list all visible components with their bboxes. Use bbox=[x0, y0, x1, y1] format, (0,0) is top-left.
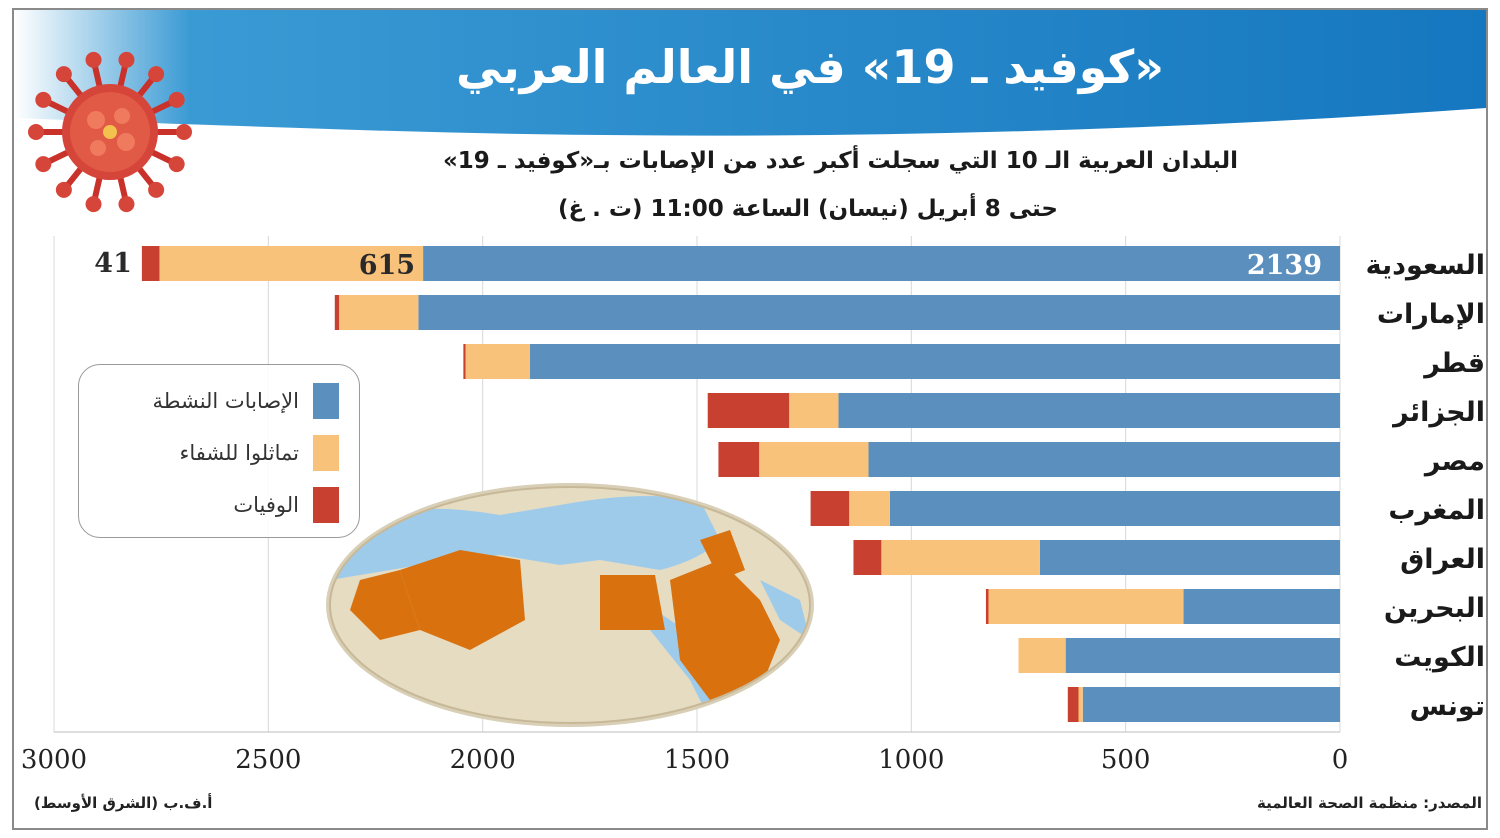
bar-recovered bbox=[339, 295, 419, 330]
subtitle-line-1: البلدان العربية الـ 10 التي سجلت أكبر عد… bbox=[442, 148, 1238, 174]
credit-note: أ.ف.ب (الشرق الأوسط) bbox=[34, 794, 213, 812]
bar-active bbox=[529, 344, 1340, 379]
legend-label-active: الإصابات النشطة bbox=[152, 389, 299, 413]
bar-recovered bbox=[881, 540, 1040, 575]
data-label-recovered: 615 bbox=[359, 250, 415, 281]
bar-active bbox=[1065, 638, 1340, 673]
category-label: الجزائر bbox=[1391, 397, 1485, 428]
virus-spike-tip bbox=[85, 51, 102, 68]
legend-label-recovered: تماثلوا للشفاء bbox=[179, 441, 299, 465]
bar-recovered bbox=[988, 589, 1184, 624]
bar-deaths bbox=[985, 589, 989, 624]
bar-recovered bbox=[159, 246, 424, 281]
bar-recovered bbox=[1078, 687, 1083, 722]
chart-legend: الإصابات النشطة تماثلوا للشفاء الوفيات bbox=[78, 364, 360, 538]
bar-recovered bbox=[849, 491, 890, 526]
bar-deaths bbox=[707, 393, 790, 428]
header-band bbox=[14, 10, 1486, 136]
virus-icon bbox=[28, 51, 192, 213]
legend-item-deaths: الوفيات bbox=[233, 487, 339, 523]
virus-spike-tip bbox=[35, 91, 52, 108]
x-tick-label: 1000 bbox=[878, 745, 944, 775]
x-tick-label: 2500 bbox=[235, 745, 301, 775]
x-axis-ticks: 0 500 1000 1500 2000 2500 3000 bbox=[21, 745, 1348, 775]
bar-deaths bbox=[141, 246, 160, 281]
bar-active bbox=[418, 295, 1340, 330]
legend-item-recovered: تماثلوا للشفاء bbox=[179, 435, 339, 471]
virus-spike-tip bbox=[176, 124, 192, 140]
category-label: تونس bbox=[1410, 691, 1485, 722]
virus-spike-tip bbox=[118, 51, 135, 68]
page-title: «كوفيد ـ 19» في العالم العربي bbox=[455, 40, 1165, 94]
category-label: السعودية bbox=[1366, 250, 1485, 281]
data-labels: 2139 615 41 bbox=[94, 248, 1322, 281]
source-note: المصدر: منظمة الصحة العالمية bbox=[1257, 794, 1482, 812]
bar-active bbox=[889, 491, 1340, 526]
legend-swatch-active bbox=[313, 383, 339, 419]
bar-deaths bbox=[853, 540, 882, 575]
bar-active bbox=[1183, 589, 1340, 624]
bar-deaths bbox=[334, 295, 340, 330]
category-labels: السعودية الإمارات قطر الجزائر مصر المغرب العرا… bbox=[1366, 250, 1485, 722]
bar-deaths bbox=[1067, 687, 1079, 722]
bar-active bbox=[1082, 687, 1340, 722]
virus-spike-tip bbox=[55, 181, 72, 198]
bar-active bbox=[423, 246, 1340, 281]
virus-spike-tip bbox=[35, 156, 52, 173]
x-tick-label: 0 bbox=[1332, 745, 1349, 775]
category-label: مصر bbox=[1423, 446, 1485, 477]
x-tick-label: 3000 bbox=[21, 745, 87, 775]
x-tick-label: 1500 bbox=[664, 745, 730, 775]
bar-recovered bbox=[789, 393, 839, 428]
legend-swatch-deaths bbox=[313, 487, 339, 523]
x-tick-label: 500 bbox=[1101, 745, 1151, 775]
bar-series-group bbox=[141, 246, 1340, 722]
legend-item-active: الإصابات النشطة bbox=[152, 383, 339, 419]
virus-spike-tip bbox=[85, 196, 102, 213]
legend-swatch-recovered bbox=[313, 435, 339, 471]
virus-spike-tip bbox=[148, 181, 165, 198]
virus-spike-tip bbox=[28, 124, 44, 140]
bar-recovered bbox=[465, 344, 530, 379]
bar-deaths bbox=[810, 491, 850, 526]
mena-map bbox=[326, 483, 814, 727]
bar-active bbox=[868, 442, 1340, 477]
bar-active bbox=[838, 393, 1340, 428]
category-label: الإمارات bbox=[1377, 299, 1485, 330]
category-label: المغرب bbox=[1388, 495, 1485, 526]
virus-spike-tip bbox=[168, 91, 185, 108]
virus-spike-tip bbox=[148, 66, 165, 83]
bar-active bbox=[1039, 540, 1340, 575]
x-tick-label: 2000 bbox=[450, 745, 516, 775]
subtitle-line-2: حتى 8 أبريل (نيسان) الساعة 11:00 (ت . غ) bbox=[557, 196, 1058, 222]
bar-deaths bbox=[463, 344, 466, 379]
category-label: البحرين bbox=[1384, 593, 1485, 624]
data-label-deaths: 41 bbox=[94, 248, 132, 279]
bar-deaths bbox=[718, 442, 760, 477]
virus-spike-tip bbox=[118, 196, 135, 213]
category-label: قطر bbox=[1422, 348, 1485, 379]
virus-spike-tip bbox=[168, 156, 185, 173]
category-label: الكويت bbox=[1394, 642, 1485, 673]
legend-label-deaths: الوفيات bbox=[233, 493, 299, 517]
bar-recovered bbox=[759, 442, 869, 477]
data-label-active: 2139 bbox=[1247, 250, 1322, 281]
virus-spike-tip bbox=[55, 66, 72, 83]
bar-recovered bbox=[1018, 638, 1066, 673]
category-label: العراق bbox=[1400, 544, 1485, 575]
